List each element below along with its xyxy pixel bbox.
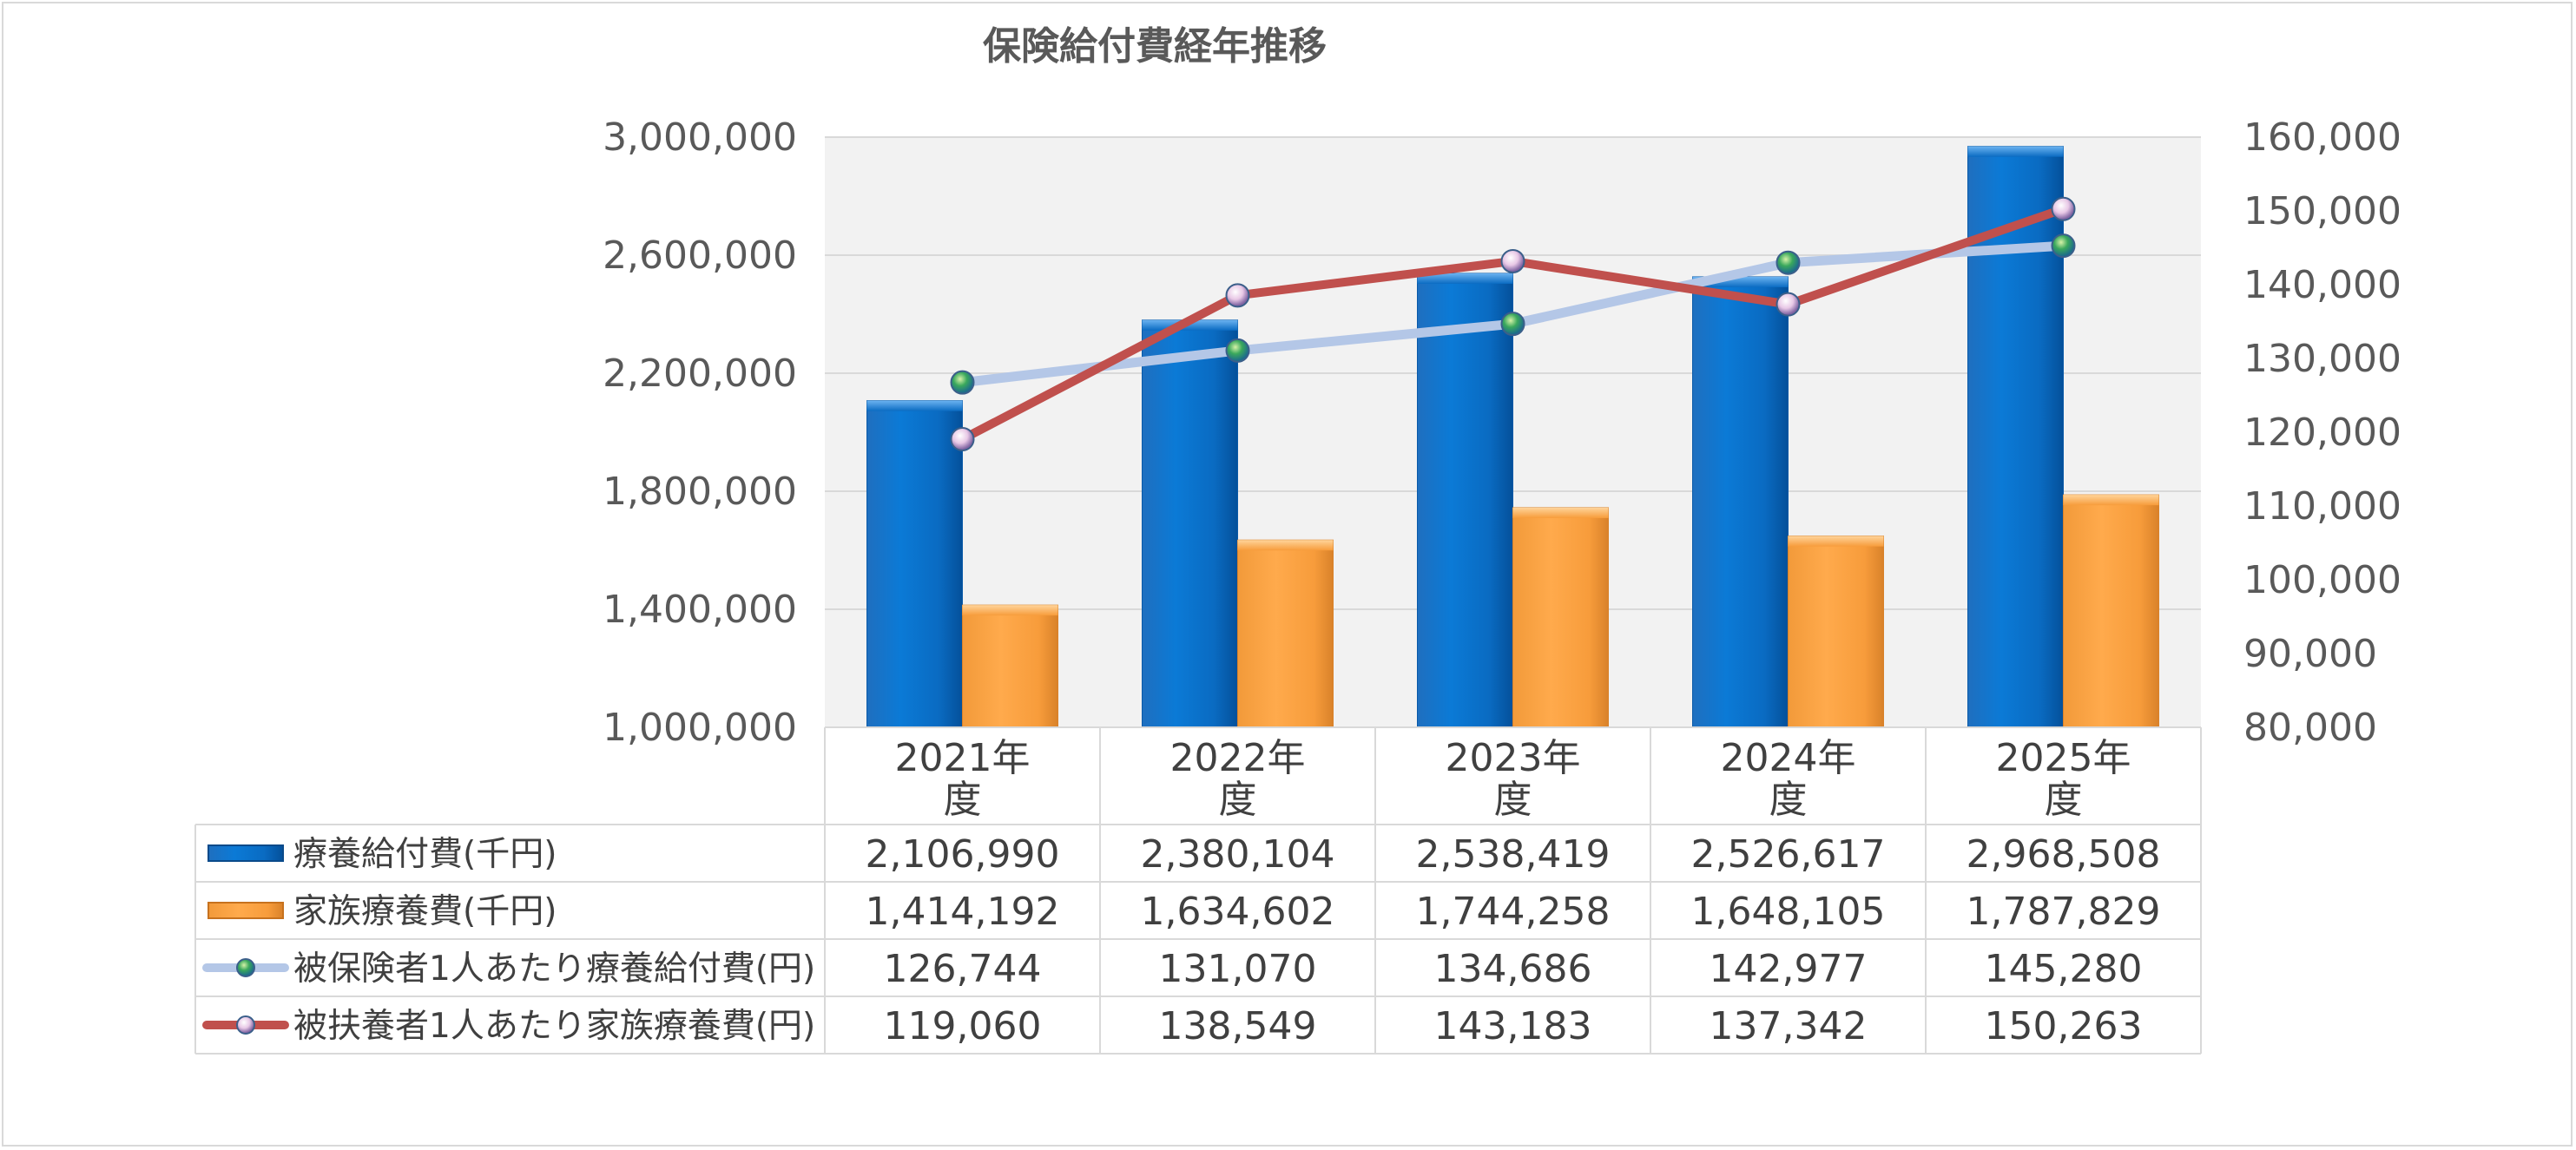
bar-top [1788, 536, 1884, 547]
bar-top [2063, 495, 2159, 506]
bar [1692, 276, 1789, 728]
bar-body [1512, 507, 1609, 728]
bar [1512, 507, 1609, 728]
series-marker [1776, 250, 1801, 275]
right-axis: 80,000 90,000 100,000 110,000 120,000 130,000… [2243, 115, 2401, 750]
bar-body [1417, 273, 1513, 728]
category-label: 度 [1219, 778, 1257, 822]
data-label: 150,263 [1985, 1004, 2143, 1048]
data-label: 2,968,508 [1967, 832, 2161, 877]
bar-body [1692, 276, 1789, 728]
legend-key [208, 902, 284, 919]
series-marker [1776, 292, 1801, 317]
left-tick-label: 3,000,000 [603, 115, 797, 160]
bar-top [1967, 146, 2064, 157]
category-label: 度 [1769, 778, 1808, 822]
right-tick-label: 130,000 [2243, 337, 2401, 381]
bar-top [1512, 507, 1609, 518]
bar-body [962, 604, 1058, 728]
right-tick-label: 90,000 [2243, 632, 2377, 676]
left-tick-label: 2,600,000 [603, 233, 797, 278]
lines [950, 196, 2076, 451]
series-marker [950, 370, 975, 395]
data-label: 2,538,419 [1416, 832, 1611, 877]
category-label: 2024年 [1721, 736, 1856, 780]
series-marker [1225, 283, 1250, 308]
category-label: 度 [2045, 778, 2083, 822]
data-label: 142,977 [1710, 947, 1868, 991]
series-marker [2051, 196, 2076, 221]
bar-body [1237, 539, 1334, 728]
right-tick-label: 160,000 [2243, 115, 2401, 160]
bar-top [1142, 319, 1238, 331]
series-name: 被保険者1人あたり療養給付費(円) [293, 950, 815, 989]
category-label: 2025年 [1996, 736, 2131, 780]
data-label: 119,060 [884, 1004, 1042, 1048]
left-tick-label: 1,800,000 [603, 470, 797, 514]
category-label: 2023年 [1446, 736, 1581, 780]
category-label: 度 [944, 778, 982, 822]
data-label: 2,526,617 [1691, 832, 1886, 877]
data-label: 2,106,990 [866, 832, 1060, 877]
bar [866, 400, 963, 728]
right-tick-label: 110,000 [2243, 484, 2401, 529]
right-tick-label: 140,000 [2243, 263, 2401, 307]
bar [1417, 273, 1513, 728]
bar-top [962, 605, 1058, 616]
bars [866, 146, 2159, 728]
category-label: 2021年 [895, 736, 1031, 780]
left-tick-label: 2,200,000 [603, 352, 797, 396]
legend-key [208, 844, 284, 862]
legend-key-marker [236, 1015, 255, 1035]
bar-body [2063, 494, 2159, 728]
data-label: 1,787,829 [1967, 890, 2161, 934]
data-label: 2,380,104 [1141, 832, 1335, 877]
legend-key-marker [236, 958, 255, 977]
chart-title: 保険給付費経年推移 [983, 24, 1327, 69]
bar-body [1142, 319, 1238, 728]
data-label: 143,183 [1434, 1004, 1592, 1048]
category-label: 2022年 [1170, 736, 1306, 780]
right-tick-label: 150,000 [2243, 189, 2401, 233]
bar [1237, 539, 1334, 728]
left-tick-label: 1,000,000 [603, 706, 797, 750]
left-axis: 1,000,000 1,400,000 1,800,000 2,200,000 2,60… [603, 115, 797, 750]
series-name: 家族療養費(千円) [293, 892, 557, 931]
bar [962, 604, 1058, 728]
bar-top [866, 400, 963, 411]
series-marker [950, 426, 975, 451]
series-marker [1225, 338, 1250, 363]
right-tick-label: 120,000 [2243, 411, 2401, 455]
data-label: 138,549 [1159, 1004, 1317, 1048]
data-label: 1,634,602 [1141, 890, 1335, 934]
bar-top [1237, 540, 1334, 551]
left-tick-label: 1,400,000 [603, 588, 797, 632]
series-name: 被扶養者1人あたり家族療養費(円) [293, 1007, 815, 1046]
data-label: 1,744,258 [1416, 890, 1611, 934]
series-marker [1500, 312, 1525, 337]
data-label: 1,414,192 [866, 890, 1060, 934]
bar [1142, 319, 1238, 728]
series-marker [2051, 233, 2076, 259]
data-label: 131,070 [1159, 947, 1317, 991]
right-tick-label: 100,000 [2243, 558, 2401, 602]
series-marker [1500, 248, 1525, 273]
bar [2063, 494, 2159, 728]
bar-body [866, 400, 963, 728]
data-label: 134,686 [1434, 947, 1592, 991]
bar-top [1417, 273, 1513, 284]
category-label: 度 [1494, 778, 1532, 822]
right-tick-label: 80,000 [2243, 706, 2377, 750]
series-name: 療養給付費(千円) [293, 835, 557, 874]
data-label: 126,744 [884, 947, 1042, 991]
data-label: 1,648,105 [1691, 890, 1886, 934]
data-label: 145,280 [1985, 947, 2143, 991]
bar [1788, 536, 1884, 728]
data-label: 137,342 [1710, 1004, 1868, 1048]
bar-body [1788, 536, 1884, 728]
